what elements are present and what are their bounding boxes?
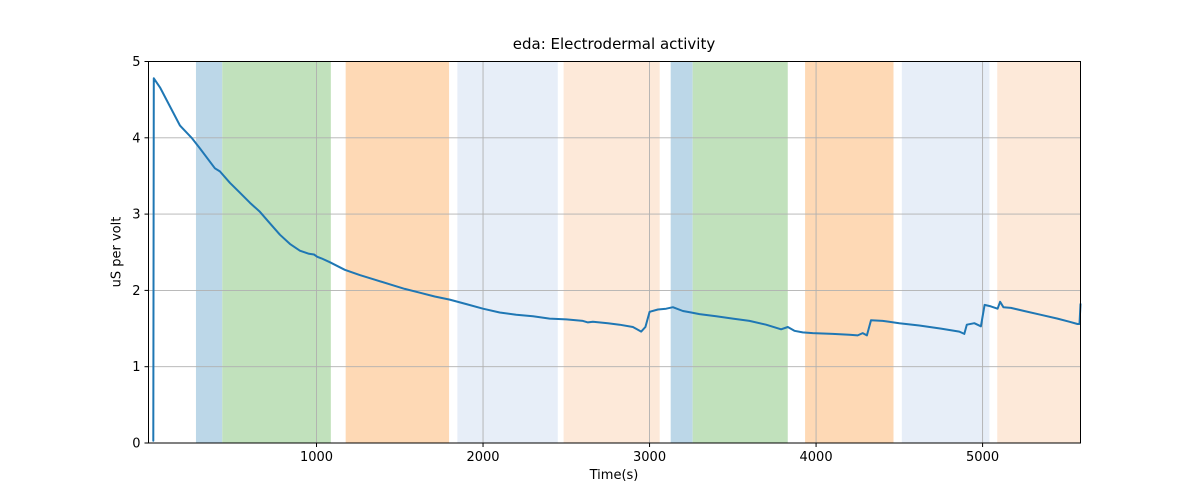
stage-band [692,61,788,443]
stage-band [563,61,660,443]
x-tick-label: 5000 [966,450,999,465]
stage-band [457,61,558,443]
x-axis-label: Time(s) [589,468,639,483]
x-tick-label: 3000 [633,450,666,465]
stage-band [997,61,1081,443]
x-tick-label: 1000 [300,450,333,465]
y-tick-label: 2 [132,284,140,299]
stage-band [195,61,223,443]
y-tick-label: 5 [132,55,140,70]
x-tick-label: 2000 [466,450,499,465]
y-axis-label: uS per volt [109,216,125,288]
y-tick-label: 3 [132,208,140,223]
stage-band [345,61,450,443]
y-tick-label: 0 [132,437,140,452]
stage-band [901,61,990,443]
y-tick-label: 1 [132,360,140,375]
plot-border [148,61,1081,444]
stage-band [805,61,894,443]
y-tick-label: 4 [132,131,140,146]
chart-title: eda: Electrodermal activity [512,35,716,53]
stage-band [222,61,331,443]
eda-line [152,77,1082,442]
x-tick-label: 4000 [800,450,833,465]
stage-band [670,61,693,443]
